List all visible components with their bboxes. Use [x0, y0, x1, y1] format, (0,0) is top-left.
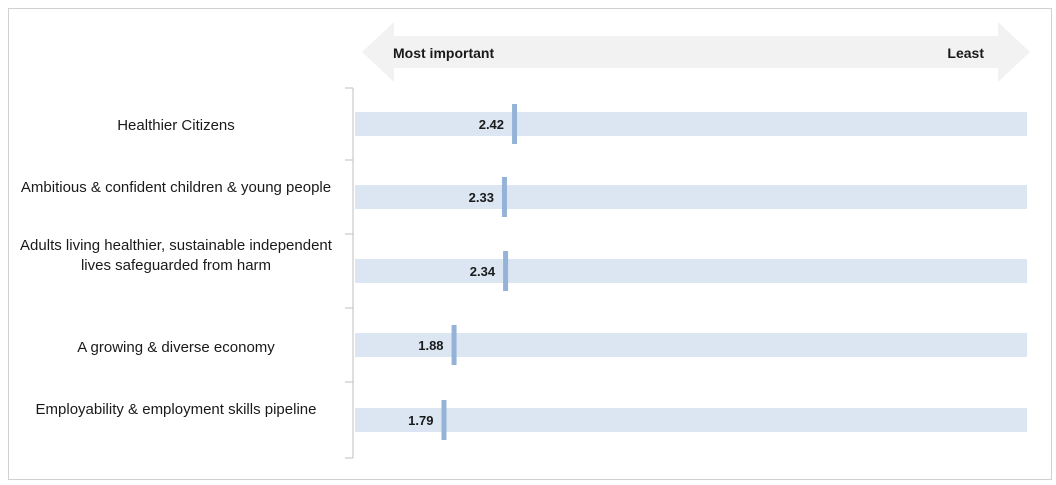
chart-frame [8, 8, 1052, 480]
value-marker [512, 104, 518, 144]
bar-track [355, 112, 1027, 136]
bar-track [355, 259, 1027, 283]
value-marker [503, 251, 509, 291]
value-label: 1.79 [408, 413, 433, 428]
chart-rows: 2.42 2.33 2.34 1.88 1.79 [355, 104, 1027, 440]
bar-track [355, 408, 1027, 432]
arrow-left-label: Most important [393, 45, 494, 61]
bar-track [355, 333, 1027, 357]
value-label: 2.33 [469, 190, 494, 205]
value-label: 2.42 [479, 117, 504, 132]
category-label-growing-economy: A growing & diverse economy [77, 339, 275, 356]
value-marker [451, 325, 457, 365]
category-axis-ticks [345, 87, 353, 459]
category-label-adults-living: Adults living healthier, sustainable ind… [20, 237, 332, 274]
value-marker [441, 400, 447, 440]
value-label: 2.34 [470, 264, 496, 279]
category-label-employability: Employability & employment skills pipeli… [35, 401, 317, 418]
arrow-right-label: Least [947, 45, 984, 61]
bar-track [355, 185, 1027, 209]
value-marker [501, 177, 507, 217]
importance-arrow [362, 22, 1030, 82]
category-label-ambitious-children: Ambitious & confident children & young p… [20, 179, 332, 196]
category-label-healthier-citizens: Healthier Citizens [117, 117, 235, 134]
value-label: 1.88 [418, 338, 443, 353]
